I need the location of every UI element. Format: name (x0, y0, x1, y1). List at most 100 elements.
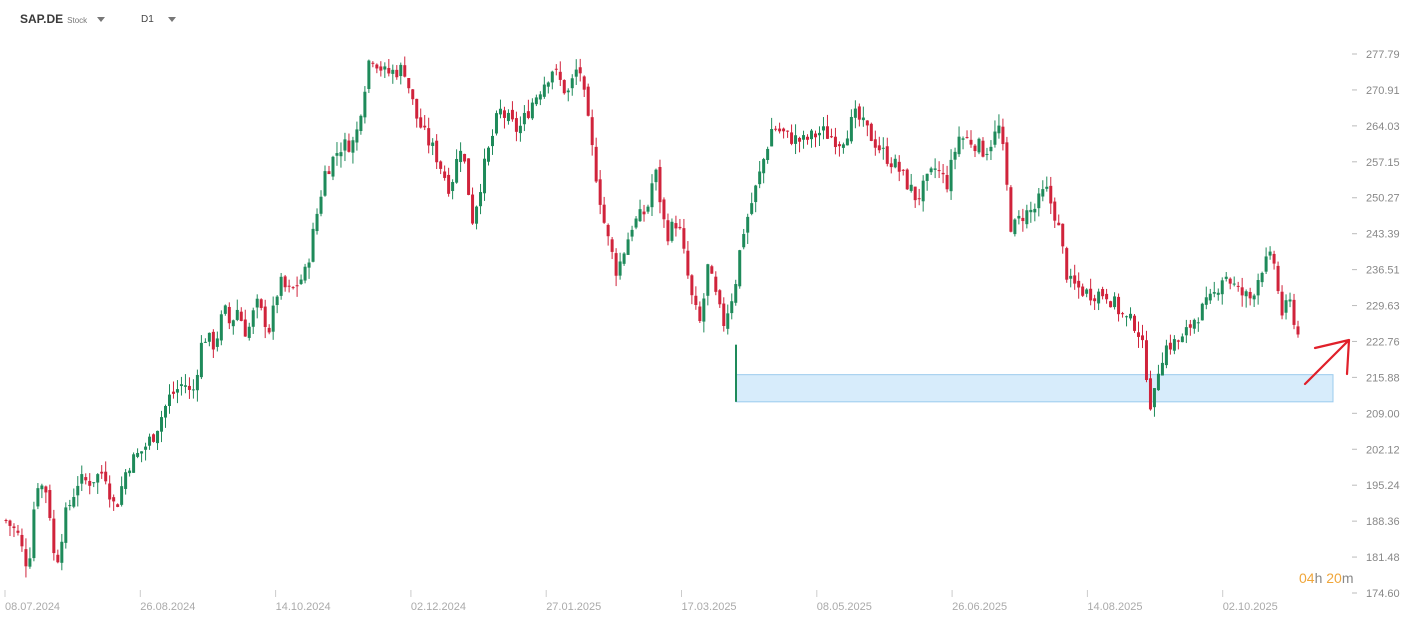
candle (933, 158, 937, 179)
candle (1196, 317, 1200, 332)
y-tick-label: 174.60 (1366, 588, 1400, 600)
candle (319, 190, 323, 217)
candle (558, 61, 562, 87)
candle (865, 120, 869, 137)
candle (1121, 311, 1125, 318)
candle (451, 179, 455, 200)
candle (379, 61, 383, 77)
candle (526, 99, 530, 120)
candle (399, 62, 403, 85)
candle (295, 276, 299, 297)
candle (1065, 246, 1069, 283)
candle (905, 168, 909, 191)
support-zone[interactable] (735, 374, 1334, 403)
candle (164, 404, 168, 428)
candle (239, 307, 243, 322)
candle (1244, 289, 1248, 308)
candle (766, 146, 770, 164)
candle (203, 338, 207, 343)
candle (287, 279, 291, 293)
candle (873, 130, 877, 156)
candle (506, 109, 510, 125)
candle (909, 173, 913, 193)
bar-countdown: 04h 20m (1299, 570, 1354, 586)
candle (116, 503, 120, 508)
candle (415, 98, 419, 128)
candle (335, 142, 339, 166)
candle (706, 263, 710, 306)
candle (247, 322, 251, 341)
candle (307, 258, 311, 279)
candle (12, 523, 16, 538)
candle (215, 331, 219, 352)
candle (435, 134, 439, 170)
symbol-selector[interactable]: SAP.DE Stock (20, 12, 106, 26)
candle (877, 136, 881, 154)
candle (1101, 286, 1105, 300)
chevron-down-icon (97, 17, 106, 23)
candle (502, 106, 506, 129)
countdown-hours-unit: h (1314, 570, 1323, 586)
candle (626, 232, 630, 255)
candle (40, 483, 44, 499)
candle (223, 304, 227, 316)
y-tick-label: 215.88 (1366, 372, 1400, 384)
candle (1296, 320, 1300, 338)
candle (941, 164, 945, 184)
candle (985, 147, 989, 161)
candle (80, 465, 84, 492)
candle (522, 105, 526, 132)
candle (574, 59, 578, 85)
timeframe-selector[interactable]: D1 (141, 14, 176, 25)
candle (331, 155, 335, 181)
candle (1136, 321, 1140, 348)
candle (1140, 324, 1144, 349)
candle (622, 252, 626, 266)
candle (1049, 176, 1053, 215)
candle (76, 476, 80, 507)
candle (72, 488, 76, 509)
y-tick-label: 236.51 (1366, 265, 1400, 277)
candle (1260, 271, 1264, 287)
candle (1280, 285, 1284, 320)
candle (28, 547, 32, 569)
candle (1125, 315, 1129, 327)
x-tick-label: 08.07.2024 (5, 601, 60, 613)
candle (498, 99, 502, 119)
candle (1097, 288, 1101, 311)
candle (112, 494, 116, 511)
candle (901, 169, 905, 176)
x-tick-label: 27.01.2025 (546, 601, 601, 613)
candle (359, 114, 363, 135)
candle (646, 204, 650, 214)
arrow-annotation[interactable] (1303, 338, 1351, 386)
candle (718, 289, 722, 308)
candle (1168, 334, 1172, 355)
candle (267, 324, 271, 335)
candle (183, 374, 187, 394)
y-tick-label: 257.15 (1366, 157, 1400, 169)
candle (1156, 364, 1160, 391)
candle (937, 161, 941, 179)
symbol-type: Stock (67, 16, 88, 25)
candle (782, 127, 786, 139)
candle (20, 528, 24, 552)
candle (917, 188, 921, 206)
candle (554, 64, 558, 76)
candle (315, 208, 319, 235)
candle (463, 153, 467, 164)
candle (375, 63, 379, 74)
candle (770, 117, 774, 147)
candle (726, 304, 730, 335)
candle (774, 125, 778, 132)
candle (44, 485, 48, 504)
candle (1248, 287, 1252, 306)
candle (299, 274, 303, 285)
candle (1292, 293, 1296, 330)
y-tick-label: 229.63 (1366, 301, 1400, 313)
candle (347, 133, 351, 153)
candle (56, 549, 60, 564)
candle (1276, 261, 1280, 295)
candle (845, 130, 849, 146)
